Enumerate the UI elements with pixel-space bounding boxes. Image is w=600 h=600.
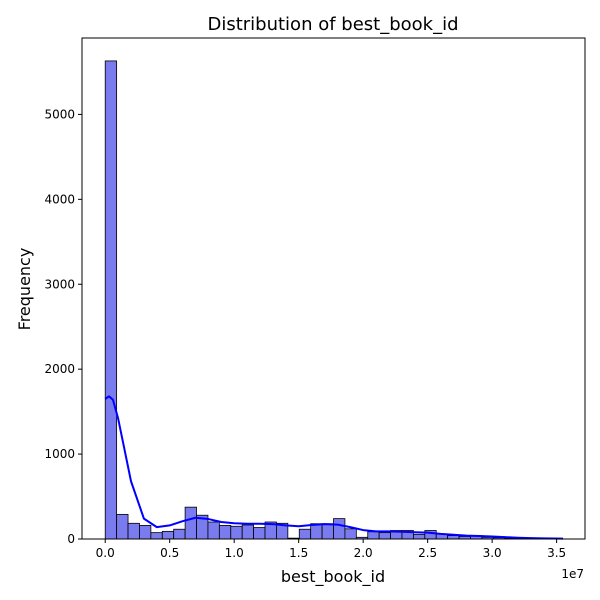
x-tick-label: 1.0 — [225, 546, 244, 560]
plot-area — [104, 60, 564, 540]
histogram-bar — [321, 523, 334, 540]
y-axis: 0 1000 2000 3000 4000 5000 — [44, 107, 82, 546]
histogram-bar — [367, 531, 380, 540]
histogram-bar — [344, 528, 357, 540]
histogram-bar — [310, 523, 323, 540]
histogram-bar — [116, 513, 129, 540]
histogram-bar — [127, 522, 140, 540]
x-tick-label: 3.5 — [547, 546, 566, 560]
chart-title: Distribution of best_book_id — [207, 14, 458, 35]
histogram-bar — [207, 521, 220, 540]
histogram-bar — [230, 525, 243, 540]
histogram-bar — [150, 532, 163, 540]
histogram-bar — [241, 524, 255, 540]
histogram-bar — [218, 525, 232, 540]
x-offset-label: 1e7 — [561, 567, 584, 581]
y-tick-label: 3000 — [44, 277, 75, 291]
x-tick-label: 2.0 — [354, 546, 373, 560]
plot-frame — [81, 37, 586, 540]
y-tick-label: 1000 — [44, 447, 75, 461]
histogram-bar — [184, 506, 197, 540]
y-tick-label: 4000 — [44, 192, 75, 206]
histogram-bar — [104, 60, 118, 540]
x-tick-label: 1.5 — [289, 546, 308, 560]
kde-line — [104, 395, 564, 540]
x-tick-label: 3.0 — [483, 546, 502, 560]
histogram-bar — [253, 527, 266, 540]
histogram-bar — [447, 535, 460, 540]
y-tick-label: 5000 — [44, 107, 75, 121]
x-tick-label: 0.5 — [160, 546, 179, 560]
x-tick-label: 2.5 — [418, 546, 437, 560]
y-tick-label: 0 — [67, 532, 75, 546]
histogram-bar — [412, 533, 426, 540]
histogram-bar — [173, 528, 186, 540]
y-axis-label: Frequency — [15, 248, 34, 331]
histogram-bar — [333, 518, 346, 540]
histogram-bar — [298, 528, 312, 540]
y-tick-label: 2000 — [44, 362, 75, 376]
x-tick-label: 0.0 — [96, 546, 115, 560]
x-axis-label: best_book_id — [281, 567, 385, 587]
histogram-bar — [378, 532, 391, 540]
histogram-bar — [139, 525, 152, 540]
x-axis: 0.0 0.5 1.0 1.5 2.0 2.5 3.0 3.5 — [96, 539, 566, 560]
histogram-bar — [161, 530, 175, 540]
